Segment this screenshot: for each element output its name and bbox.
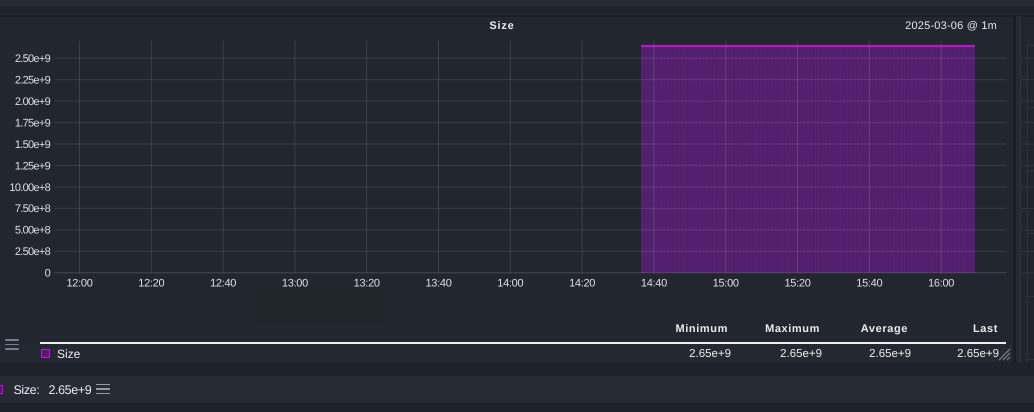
svg-text:12:40: 12:40 [210, 278, 236, 290]
svg-text:1.75e+9: 1.75e+9 [15, 117, 51, 129]
svg-text:13:20: 13:20 [354, 278, 380, 290]
svg-text:7.50e+8: 7.50e+8 [15, 203, 51, 215]
svg-text:13:40: 13:40 [425, 278, 451, 290]
svg-text:2.50e+8: 2.50e+8 [15, 246, 51, 258]
svg-text:12:00: 12:00 [66, 278, 92, 290]
svg-text:15:00: 15:00 [713, 278, 739, 290]
svg-text:10.00e+8: 10.00e+8 [9, 182, 50, 194]
svg-text:5.00e+8: 5.00e+8 [15, 225, 51, 237]
svg-text:1.25e+9: 1.25e+9 [15, 160, 51, 172]
svg-text:1.50e+9: 1.50e+9 [15, 139, 51, 151]
svg-text:14:40: 14:40 [641, 278, 667, 290]
svg-text:15:20: 15:20 [784, 278, 810, 290]
svg-text:2.00e+9: 2.00e+9 [15, 96, 51, 108]
svg-text:14:20: 14:20 [569, 278, 595, 290]
svg-text:15:40: 15:40 [856, 278, 882, 290]
svg-text:2.50e+9: 2.50e+9 [15, 53, 51, 65]
svg-text:2.25e+9: 2.25e+9 [15, 74, 51, 86]
svg-text:0: 0 [45, 268, 51, 280]
svg-text:12:20: 12:20 [138, 278, 164, 290]
svg-text:16:00: 16:00 [928, 278, 954, 290]
svg-text:13:00: 13:00 [282, 278, 308, 290]
svg-text:14:00: 14:00 [497, 278, 523, 290]
